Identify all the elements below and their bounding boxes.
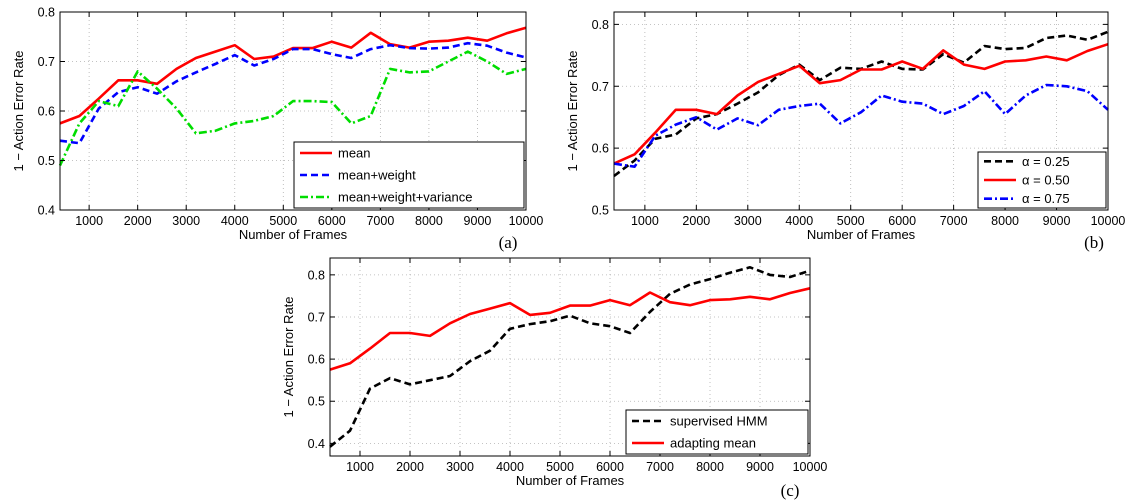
x-tick-label: 8000 <box>696 460 724 474</box>
x-tick-label: 6000 <box>888 214 916 228</box>
y-tick-label: 0.6 <box>38 105 55 119</box>
x-tick-label: 3000 <box>172 214 200 228</box>
series-line-2 <box>58 50 527 167</box>
y-tick-label: 0.7 <box>308 310 325 324</box>
x-tick-label: 1000 <box>631 214 659 228</box>
series-line-0 <box>329 265 811 448</box>
legend-label-2: α = 0.75 <box>1022 191 1070 206</box>
legend-label-1: adapting mean <box>670 436 756 451</box>
x-tick-label: 4000 <box>221 214 249 228</box>
x-tick-label: 5000 <box>837 214 865 228</box>
x-tick-label: 2000 <box>124 214 152 228</box>
panel-label: (b) <box>1084 233 1104 252</box>
x-tick-label: 10000 <box>509 214 544 228</box>
panel-c-chart: 1000 2000 3000 4000 5000 6000 7000 8000 9000 1000… <box>281 257 828 500</box>
panel-b-chart: 1000 2000 3000 4000 5000 6000 7000 8000 9000 1000… <box>565 11 1126 252</box>
y-tick-label: 0.8 <box>38 6 55 20</box>
x-tick-label: 4000 <box>785 214 813 228</box>
y-tick-label: 0.7 <box>592 80 609 94</box>
series-line-1 <box>613 42 1109 165</box>
legend-label-1: α = 0.50 <box>1022 173 1070 188</box>
x-tick-label: 5000 <box>546 460 574 474</box>
panel-a-chart: 1000 2000 3000 4000 5000 6000 7000 8000 9000 1000… <box>11 6 543 253</box>
x-tick-label: 8000 <box>991 214 1019 228</box>
legend-label-0: mean <box>338 146 371 161</box>
y-tick-label: 0.4 <box>38 204 55 218</box>
x-tick-label: 6000 <box>596 460 624 474</box>
series-line-2 <box>613 83 1109 168</box>
axes-frame <box>613 11 1109 211</box>
y-tick-label: 0.6 <box>592 142 609 156</box>
x-tick-label: 2000 <box>682 214 710 228</box>
x-tick-label: 8000 <box>415 214 443 228</box>
x-tick-label: 4000 <box>496 460 524 474</box>
y-tick-label: 0.5 <box>592 204 609 218</box>
x-tick-label: 1000 <box>75 214 103 228</box>
x-tick-label: 7000 <box>366 214 394 228</box>
x-tick-label: 9000 <box>464 214 492 228</box>
x-tick-label: 9000 <box>1043 214 1071 228</box>
y-axis-label: 1 − Action Error Rate <box>565 50 580 171</box>
series-line-1 <box>329 287 811 371</box>
x-tick-label: 7000 <box>940 214 968 228</box>
y-tick-label: 0.8 <box>592 18 609 32</box>
legend-label-0: α = 0.25 <box>1022 154 1070 169</box>
x-tick-label: 2000 <box>396 460 424 474</box>
x-axis-label: Number of Frames <box>239 227 348 242</box>
y-axis-label: 1 − Action Error Rate <box>11 50 26 171</box>
y-tick-label: 0.5 <box>38 154 55 168</box>
y-axis-label: 1 − Action Error Rate <box>281 296 296 417</box>
x-tick-label: 3000 <box>734 214 762 228</box>
x-axis-label: Number of Frames <box>516 473 625 488</box>
x-tick-label: 9000 <box>746 460 774 474</box>
y-tick-label: 0.6 <box>308 353 325 367</box>
x-tick-label: 6000 <box>318 214 346 228</box>
series-line-1 <box>59 41 527 145</box>
y-tick-label: 0.5 <box>308 395 325 409</box>
legend-label-0: supervised HMM <box>670 414 768 429</box>
axes-frame <box>329 257 811 457</box>
x-tick-label: 3000 <box>446 460 474 474</box>
legend-box <box>625 409 809 455</box>
y-tick-label: 0.8 <box>308 268 325 282</box>
legend-label-2: mean+weight+variance <box>338 190 472 205</box>
legend-label-1: mean+weight <box>338 168 416 183</box>
y-tick-label: 0.4 <box>308 437 325 451</box>
y-tick-label: 0.7 <box>38 55 55 69</box>
panel-label: (c) <box>781 481 800 500</box>
x-tick-label: 10000 <box>1091 214 1126 228</box>
x-tick-label: 10000 <box>793 460 828 474</box>
x-axis-label: Number of Frames <box>807 227 916 242</box>
legend-box <box>293 141 525 209</box>
x-tick-label: 7000 <box>646 460 674 474</box>
x-tick-label: 1000 <box>346 460 374 474</box>
x-tick-label: 5000 <box>269 214 297 228</box>
panel-label: (a) <box>499 233 518 252</box>
